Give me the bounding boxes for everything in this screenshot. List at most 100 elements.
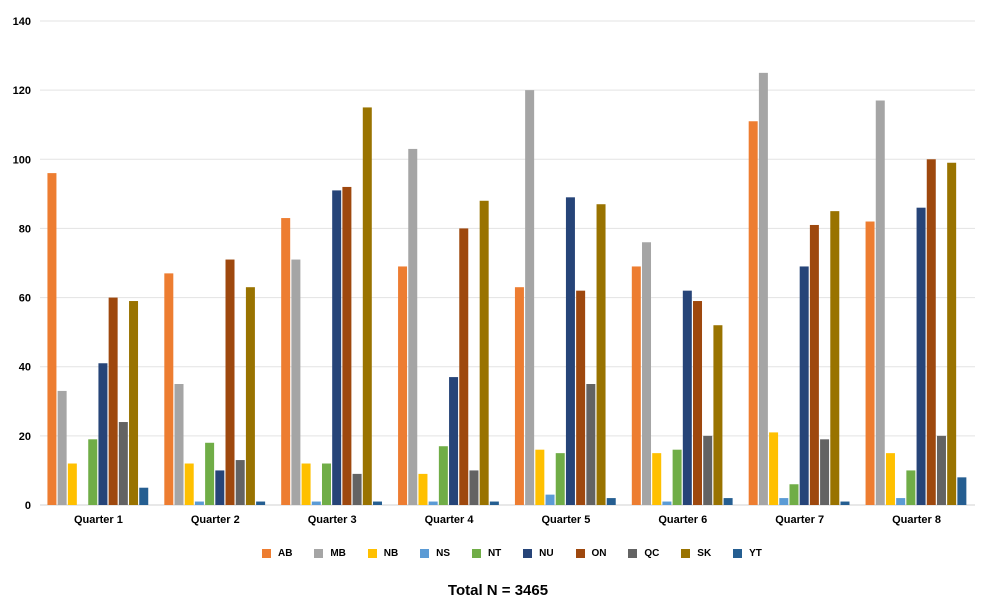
legend-swatch-icon bbox=[681, 548, 691, 558]
bar-sk bbox=[713, 325, 723, 505]
bar-nb bbox=[67, 463, 77, 505]
bar-nb bbox=[885, 453, 895, 505]
legend-label: NU bbox=[539, 547, 554, 559]
bar-on bbox=[225, 259, 235, 505]
y-tick-label: 100 bbox=[13, 154, 31, 166]
bar-ns bbox=[779, 498, 789, 505]
legend-item-mb: MB bbox=[314, 544, 346, 562]
bar-on bbox=[459, 228, 469, 505]
legend-label: NT bbox=[487, 547, 502, 559]
bar-sk bbox=[245, 287, 255, 505]
y-tick-label: 20 bbox=[19, 431, 31, 443]
bar-nt bbox=[438, 446, 448, 505]
y-tick-label: 40 bbox=[19, 362, 31, 374]
bar-qc bbox=[235, 460, 245, 505]
bar-sk bbox=[830, 211, 840, 505]
x-tick-label: Quarter 3 bbox=[308, 514, 357, 526]
bar-sk bbox=[362, 107, 372, 505]
bars bbox=[47, 72, 967, 506]
bar-yt bbox=[723, 498, 733, 505]
y-tick-label: 60 bbox=[19, 293, 31, 305]
bar-sk bbox=[129, 301, 139, 505]
bar-qc bbox=[936, 435, 946, 505]
bar-yt bbox=[606, 498, 616, 505]
bar-ns bbox=[311, 501, 321, 505]
bar-yt bbox=[256, 501, 266, 505]
bar-nu bbox=[682, 290, 692, 505]
legend-swatch-icon bbox=[420, 548, 430, 558]
bar-ab bbox=[47, 173, 57, 505]
x-tick-label: Quarter 7 bbox=[775, 514, 824, 526]
bar-mb bbox=[758, 72, 768, 505]
bar-yt bbox=[957, 477, 967, 505]
legend-label: QC bbox=[644, 547, 660, 559]
bar-mb bbox=[408, 148, 418, 505]
legend-label: ON bbox=[591, 547, 607, 559]
y-tick-label: 0 bbox=[25, 500, 31, 512]
x-tick-label: Quarter 1 bbox=[74, 514, 123, 526]
legend: AB MB NB NS NT NU ON QC SK YT bbox=[262, 544, 762, 562]
bar-sk bbox=[947, 162, 957, 505]
bar-nt bbox=[906, 470, 916, 505]
legend-swatch-icon bbox=[523, 548, 533, 558]
bar-nu bbox=[565, 197, 575, 506]
legend-item-qc: QC bbox=[628, 544, 659, 562]
bar-nt bbox=[555, 453, 565, 505]
bar-nb bbox=[301, 463, 311, 505]
legend-swatch-icon bbox=[733, 548, 743, 558]
bar-ab bbox=[164, 273, 174, 505]
legend-item-yt: YT bbox=[733, 544, 762, 562]
bar-sk bbox=[479, 200, 489, 505]
bar-on bbox=[342, 186, 352, 505]
bar-ab bbox=[631, 266, 641, 505]
legend-label: AB bbox=[278, 547, 293, 559]
bar-mb bbox=[525, 90, 535, 506]
legend-label: NB bbox=[383, 547, 399, 559]
bar-qc bbox=[469, 470, 479, 505]
bar-nu bbox=[332, 190, 342, 505]
x-tick-label: Quarter 4 bbox=[425, 514, 475, 526]
bar-ab bbox=[865, 221, 875, 505]
bar-nt bbox=[789, 484, 799, 505]
x-axis-labels: Quarter 1 Quarter 2 Quarter 3 Quarter 4 Quar… bbox=[74, 514, 941, 526]
bar-on bbox=[108, 297, 118, 505]
bar-ab bbox=[398, 266, 408, 505]
x-tick-label: Quarter 6 bbox=[658, 514, 707, 526]
legend-item-on: ON bbox=[575, 544, 607, 562]
bar-nb bbox=[418, 473, 428, 505]
y-tick-label: 140 bbox=[13, 16, 31, 28]
bar-mb bbox=[174, 384, 184, 505]
x-tick-label: Quarter 2 bbox=[191, 514, 240, 526]
x-tick-label: Quarter 5 bbox=[541, 514, 590, 526]
bar-mb bbox=[875, 100, 885, 505]
bar-ns bbox=[194, 501, 204, 505]
bar-ns bbox=[896, 498, 906, 505]
bar-ab bbox=[281, 218, 291, 506]
bar-mb bbox=[291, 259, 301, 505]
gridlines bbox=[40, 20, 975, 506]
bar-nb bbox=[535, 449, 545, 505]
bar-ab bbox=[514, 287, 524, 505]
bar-qc bbox=[352, 473, 362, 505]
bar-nb bbox=[652, 453, 662, 505]
legend-item-ab: AB bbox=[262, 544, 292, 562]
bar-ns bbox=[545, 494, 555, 505]
bar-sk bbox=[596, 204, 606, 505]
legend-swatch-icon bbox=[262, 548, 271, 558]
bar-nt bbox=[321, 463, 331, 505]
legend-swatch-icon bbox=[628, 548, 638, 558]
bar-qc bbox=[820, 439, 830, 505]
y-tick-label: 120 bbox=[13, 85, 31, 97]
bar-on bbox=[809, 224, 819, 505]
bar-nu bbox=[799, 266, 809, 505]
bar-on bbox=[926, 159, 936, 506]
bar-qc bbox=[586, 384, 596, 505]
bar-qc bbox=[118, 422, 128, 505]
legend-swatch-icon bbox=[314, 548, 324, 558]
bar-ns bbox=[428, 501, 438, 505]
bar-yt bbox=[840, 501, 850, 505]
bar-nb bbox=[184, 463, 194, 505]
legend-item-ns: NS bbox=[420, 544, 450, 562]
bar-ns bbox=[662, 501, 672, 505]
